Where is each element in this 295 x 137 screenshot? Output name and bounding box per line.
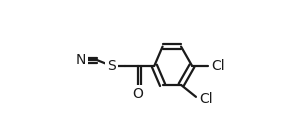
Text: N: N bbox=[76, 53, 86, 67]
Text: Cl: Cl bbox=[211, 59, 225, 73]
Text: O: O bbox=[132, 87, 143, 101]
Text: O: O bbox=[132, 87, 143, 101]
Text: Cl: Cl bbox=[199, 92, 212, 106]
Text: N: N bbox=[76, 53, 86, 67]
Text: S: S bbox=[107, 59, 116, 73]
Text: Cl: Cl bbox=[199, 92, 212, 106]
Text: S: S bbox=[107, 59, 116, 73]
Text: Cl: Cl bbox=[211, 59, 225, 73]
